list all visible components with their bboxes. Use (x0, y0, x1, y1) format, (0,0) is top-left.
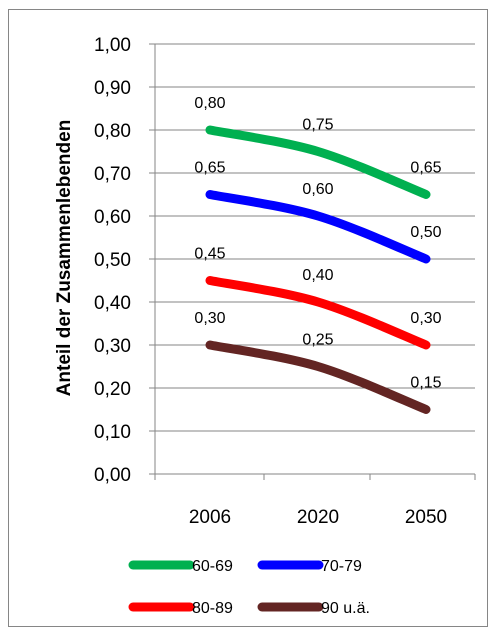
data-label: 0,60 (302, 181, 333, 198)
y-tick-label: 0,90 (94, 78, 131, 99)
data-label: 0,50 (410, 224, 441, 241)
gridlines (155, 43, 475, 432)
y-tick-label: 0,00 (94, 465, 131, 486)
x-tick-labels: 2006 2020 2050 (189, 507, 447, 528)
x-tick-label: 2006 (189, 507, 231, 528)
y-tick-label: 0,20 (94, 379, 131, 400)
data-label: 0,65 (194, 160, 225, 177)
data-label: 0,75 (302, 117, 333, 134)
series-line (205, 190, 431, 264)
data-labels: 0,80 0,75 0,65 0,65 0,60 0,50 0,45 0,40 0,30 0,30… (194, 95, 441, 392)
x-tick-label: 2050 (405, 507, 447, 528)
y-tick-label: 0,80 (94, 121, 131, 142)
series-lines (205, 125, 431, 414)
y-tick-label: 0,40 (94, 293, 131, 314)
y-axis-title: Anteil der Zusammenlebenden (54, 120, 75, 397)
axes (149, 43, 476, 480)
series-line (205, 125, 431, 199)
chart-border (8, 9, 488, 627)
data-label: 0,80 (194, 95, 225, 112)
legend-label: 90 u.ä. (321, 600, 370, 617)
data-label: 0,15 (410, 375, 441, 392)
data-label: 0,65 (410, 160, 441, 177)
y-tick-label: 0,70 (94, 164, 131, 185)
legend-label: 70-79 (321, 558, 362, 575)
y-tick-label: 1,00 (94, 35, 131, 56)
y-tick-labels: 0,00 0,10 0,20 0,30 0,40 0,50 0,60 0,70 0,80 0,90… (94, 35, 131, 486)
y-tick-label: 0,10 (94, 422, 131, 443)
data-label: 0,25 (302, 332, 333, 349)
y-tick-label: 0,30 (94, 336, 131, 357)
legend: 60-69 70-79 80-89 90 u.ä. (128, 558, 370, 617)
x-tick-label: 2020 (297, 507, 339, 528)
data-label: 0,30 (194, 310, 225, 327)
y-tick-label: 0,50 (94, 250, 131, 271)
series-line (205, 276, 431, 350)
series-line (205, 340, 431, 414)
data-label: 0,30 (410, 310, 441, 327)
data-label: 0,45 (194, 246, 225, 263)
legend-label: 80-89 (192, 600, 233, 617)
y-tick-label: 0,60 (94, 207, 131, 228)
data-label: 0,40 (302, 267, 333, 284)
legend-label: 60-69 (192, 558, 233, 575)
